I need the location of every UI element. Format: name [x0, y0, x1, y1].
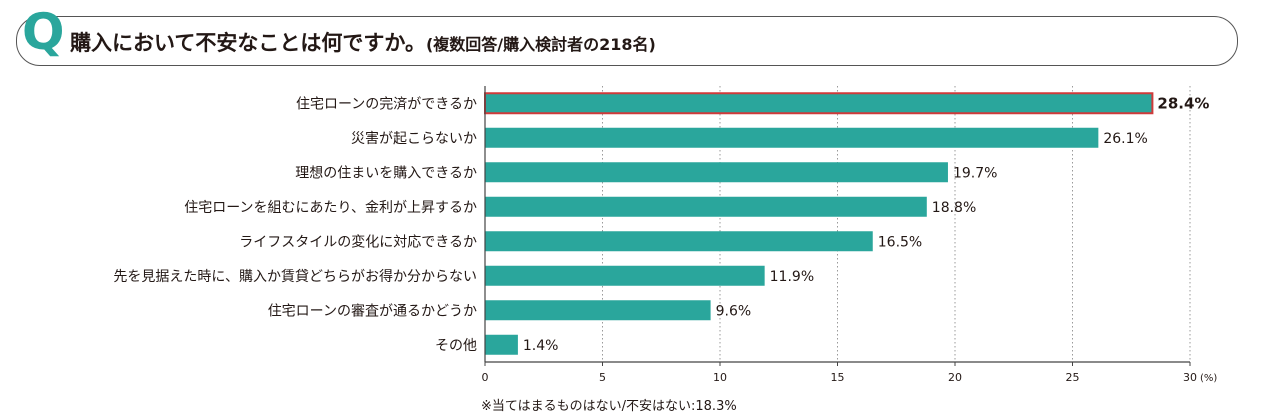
value-label: 16.5% — [878, 234, 922, 250]
x-tick-label: 10 — [713, 371, 727, 384]
x-tick-label: 20 — [948, 371, 962, 384]
question-subtitle: (複数回答/購入検討者の218名) — [425, 35, 656, 54]
bar — [485, 127, 1099, 148]
x-tick-label: 25 — [1066, 371, 1080, 384]
category-label: 災害が起こらないか — [351, 131, 477, 147]
category-label: 住宅ローンの完済ができるか — [296, 96, 477, 112]
category-label: 理想の住まいを購入できるか — [295, 165, 477, 181]
category-label: 先を見据えた時に、購入か賃貸どちらがお得か分からない — [113, 268, 477, 285]
category-label: 住宅ローンの審査が通るかどうか — [268, 303, 477, 319]
category-label: その他 — [435, 338, 477, 354]
value-label: 18.8% — [932, 200, 976, 216]
bar — [485, 196, 927, 217]
value-label: 28.4% — [1157, 94, 1209, 112]
value-label: 1.4% — [523, 338, 559, 354]
value-label: 26.1% — [1103, 131, 1147, 147]
x-tick-label: 0 — [482, 371, 489, 384]
question-box — [16, 16, 1238, 66]
footnote: ※当てはまるものはない/不安はない:18.3% — [481, 399, 737, 414]
x-tick-label: 30 — [1183, 371, 1197, 384]
x-unit-label: (%) — [1200, 373, 1217, 384]
value-label: 9.6% — [716, 303, 752, 319]
category-label: ライフスタイルの変化に対応できるか — [239, 233, 477, 250]
bar — [485, 334, 518, 355]
bar — [485, 162, 948, 183]
question-title-wrap: 購入において不安なことは何ですか。(複数回答/購入検討者の218名) — [70, 28, 656, 60]
x-tick-label: 5 — [599, 371, 606, 384]
bar — [485, 231, 873, 252]
question-letter: Q — [22, 3, 65, 61]
question-title: 購入において不安なことは何ですか。 — [70, 31, 426, 55]
value-label: 19.7% — [953, 165, 997, 181]
value-label: 11.9% — [770, 269, 814, 285]
bar — [485, 265, 765, 286]
category-label: 住宅ローンを組むにあたり、金利が上昇するか — [184, 200, 477, 216]
bar — [485, 300, 711, 321]
x-tick-label: 15 — [831, 371, 845, 384]
bar — [484, 92, 1154, 115]
